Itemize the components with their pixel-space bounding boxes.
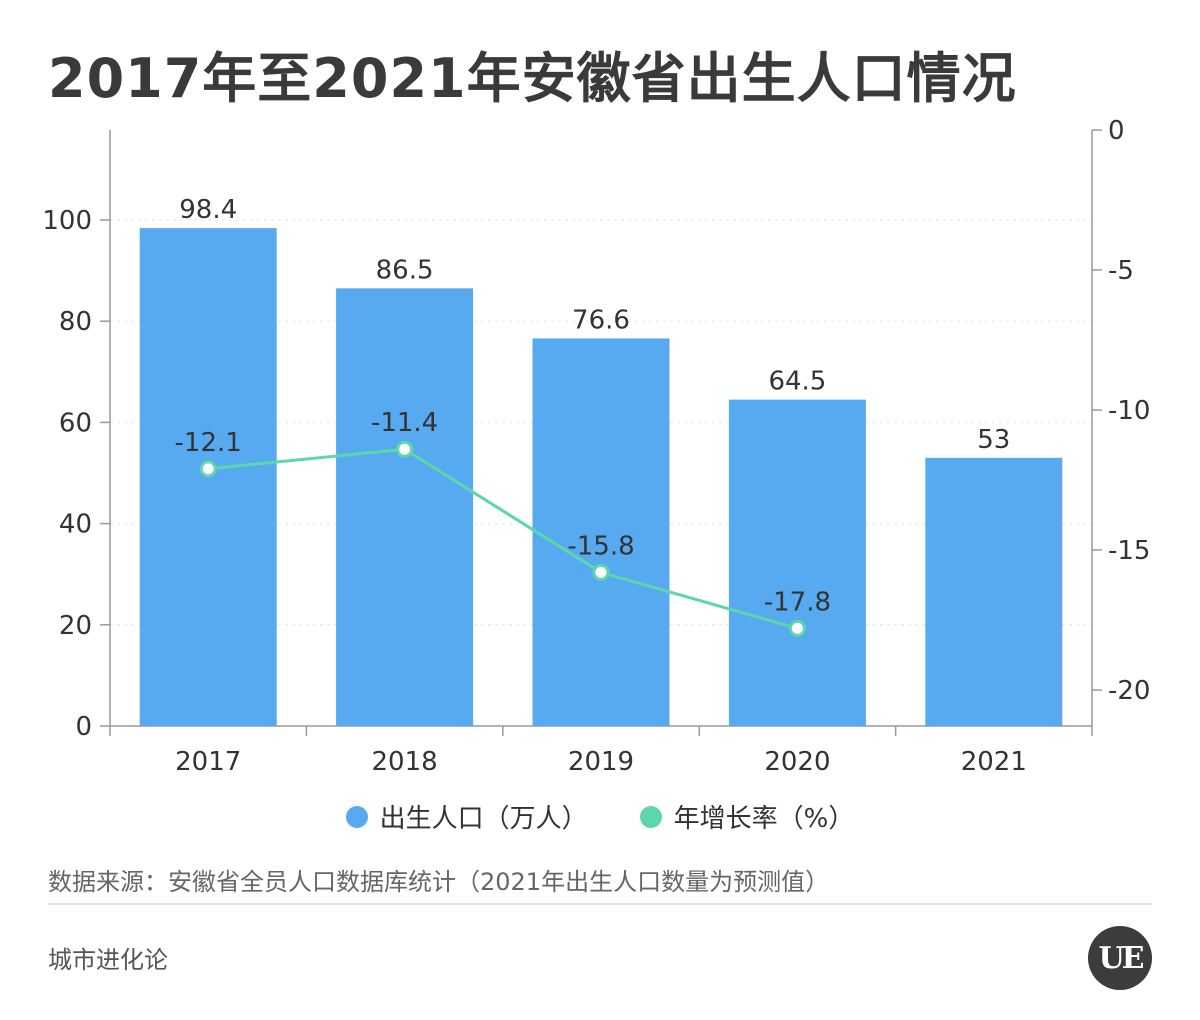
- growth-rate-label: -12.1: [175, 428, 242, 458]
- legend-label-growth: 年增长率（%）: [673, 804, 855, 834]
- legend-label-births: 出生人口（万人）: [379, 804, 588, 834]
- right-axis-tick-label: 0: [1108, 116, 1125, 146]
- growth-rate-label: -15.8: [567, 531, 634, 561]
- growth-rate-point: [788, 619, 806, 637]
- x-axis-tick-label: 2017: [175, 747, 241, 777]
- chart-title: 2017年至2021年安徽省出生人口情况: [48, 47, 1017, 110]
- growth-rate-point: [396, 440, 414, 458]
- bar-value-label: 64.5: [768, 367, 826, 397]
- bar-value-label: 76.6: [572, 305, 630, 335]
- footer-divider: [48, 903, 1152, 905]
- legend-marker-births: [345, 805, 368, 828]
- right-axis-tick-label: -20: [1108, 676, 1150, 706]
- growth-rate-point: [592, 563, 610, 581]
- left-axis-tick-label: 0: [75, 712, 92, 742]
- right-axis-tick-label: -10: [1108, 396, 1150, 426]
- growth-rate-label: -17.8: [764, 587, 831, 617]
- x-axis-tick-label: 2021: [961, 747, 1027, 777]
- legend-item-growth[interactable]: 年增长率（%）: [639, 798, 855, 835]
- bar: [532, 338, 670, 726]
- growth-rate-line: [208, 447, 798, 630]
- left-axis-tick-label: 40: [59, 510, 92, 540]
- brand-name: 城市进化论: [48, 946, 168, 974]
- x-axis-tick-label: 2018: [372, 747, 438, 777]
- x-axis-tick-label: 2020: [764, 747, 830, 777]
- bar: [336, 288, 474, 726]
- chart-area: 0 20 40 60 80 100 0 -5 -10 -15 -20 2017 2018 2019 2020…: [42, 116, 1150, 777]
- source-note: 数据来源：安徽省全员人口数据库统计（2021年出生人口数量为预测值）: [48, 868, 830, 896]
- x-axis-tick-label: 2019: [568, 747, 634, 777]
- left-axis-tick-label: 100: [42, 206, 92, 236]
- legend-marker-growth: [639, 805, 662, 828]
- bar-value-label: 98.4: [179, 195, 237, 225]
- left-axis-tick-label: 20: [59, 611, 92, 641]
- legend: 出生人口（万人） 年增长率（%）: [0, 798, 1200, 835]
- growth-rate-point: [199, 460, 217, 478]
- bar: [728, 399, 866, 726]
- bar-value-label: 86.5: [376, 255, 434, 285]
- left-axis-tick-label: 80: [59, 307, 92, 337]
- bar: [925, 457, 1063, 726]
- right-axis-tick-label: -5: [1108, 256, 1134, 286]
- brand-logo: UE: [1088, 926, 1152, 990]
- bar-value-label: 53: [977, 425, 1010, 455]
- right-axis-tick-label: -15: [1108, 536, 1150, 566]
- growth-rate-label: -11.4: [371, 408, 438, 438]
- legend-item-births[interactable]: 出生人口（万人）: [345, 798, 588, 835]
- left-axis-tick-label: 60: [59, 408, 92, 438]
